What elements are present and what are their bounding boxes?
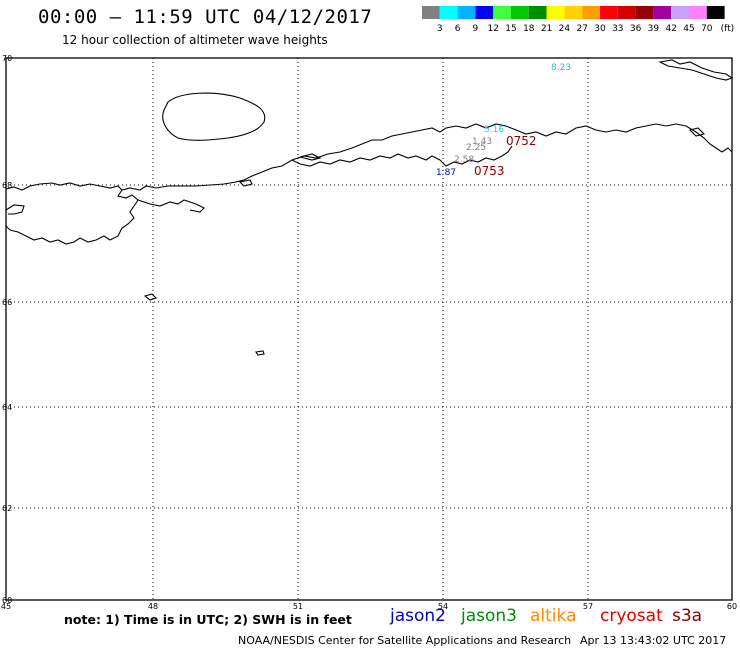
legend-tick-label: 42 — [665, 24, 676, 34]
observation-label: 1.43 — [472, 137, 492, 147]
observation-labels: 8.23 5.16 1.432.25 2.58 1.87 0752 0753 — [436, 63, 571, 178]
observation-label: 8.23 — [551, 63, 571, 73]
lat-tick-label: 66 — [2, 298, 12, 307]
legend-swatch — [493, 6, 511, 19]
lon-tick-label: 57 — [583, 602, 593, 611]
legend-tick-label: 12 — [487, 24, 498, 34]
satellite-label: cryosat — [600, 606, 663, 626]
island-small-4 — [299, 153, 322, 161]
legend-swatch — [475, 6, 494, 19]
coastline-east — [121, 123, 733, 213]
island-small-6 — [238, 179, 253, 187]
coastline-north — [5, 204, 25, 215]
lat-tick-label: 68 — [2, 181, 12, 190]
coastline-main — [5, 182, 139, 245]
footer-timestamp: Apr 13 13:43:02 UTC 2017 — [580, 634, 727, 647]
legend-tick-label: 6 — [455, 24, 461, 34]
legend-swatch — [689, 6, 707, 19]
legend-unit: (ft) — [721, 24, 735, 34]
color-legend: 3 6 9 12 15 18 21 24 27 30 33 36 39 42 45 70 (ft) — [422, 6, 735, 34]
island-kolguev — [162, 92, 266, 141]
legend-swatch — [706, 6, 725, 19]
legend-tick-label: 33 — [612, 24, 623, 34]
lon-tick-label: 60 — [727, 602, 737, 611]
legend-swatch — [635, 6, 654, 19]
legend-tick-label: 30 — [594, 24, 606, 34]
legend-tick-label: 9 — [473, 24, 479, 34]
legend-swatch — [422, 6, 440, 19]
observation-label: 0752 — [506, 134, 537, 148]
page-subtitle: 12 hour collection of altimeter wave hei… — [62, 33, 328, 47]
legend-tick-label: 45 — [683, 24, 694, 34]
satellite-label: s3a — [672, 606, 703, 626]
lon-tick-label: 48 — [148, 602, 158, 611]
legend-swatch — [511, 6, 529, 19]
legend-tick-label: 15 — [505, 24, 516, 34]
note-text: note: 1) Time is in UTC; 2) SWH is in fe… — [64, 612, 352, 627]
legend-swatch — [439, 6, 458, 19]
legend-swatch — [653, 6, 672, 19]
legend-swatch — [546, 6, 565, 19]
lat-tick-label: 60 — [2, 596, 12, 605]
island-small-2 — [143, 293, 158, 301]
lon-tick-label: 51 — [293, 602, 303, 611]
lat-tick-label: 70 — [2, 54, 12, 63]
satellite-label: jason2 — [390, 606, 446, 626]
satellite-label: altika — [530, 606, 577, 626]
legend-swatch — [617, 6, 636, 19]
island-small-1 — [658, 59, 734, 81]
island-small-3 — [255, 350, 265, 356]
observation-label: 2.25 — [466, 143, 486, 153]
lat-tick-label: 64 — [2, 403, 12, 412]
legend-tick-label: 27 — [576, 24, 587, 34]
legend-tick-label: 39 — [648, 24, 660, 34]
map-frame — [5, 57, 733, 601]
coastline — [5, 59, 734, 356]
legend-tick-label: 18 — [523, 24, 535, 34]
legend-tick-label: 3 — [437, 24, 443, 34]
legend-tick-label: 70 — [701, 24, 713, 34]
lon-tick-label: 54 — [438, 602, 448, 611]
legend-swatch — [528, 6, 547, 19]
legend-swatch — [582, 6, 600, 19]
legend-swatch — [457, 6, 476, 19]
lat-tick-label: 62 — [2, 504, 12, 513]
satellite-label: jason3 — [461, 606, 517, 626]
observation-label: 5.16 — [484, 125, 504, 135]
coastline-bay — [291, 145, 513, 167]
legend-tick-label: 36 — [630, 24, 642, 34]
legend-swatch — [600, 6, 618, 19]
legend-tick-label: 21 — [541, 24, 552, 34]
legend-swatch — [564, 6, 583, 19]
observation-label: 0753 — [474, 164, 505, 178]
lon-tick-label: 45 — [1, 602, 11, 611]
footer-credit: NOAA/NESDIS Center for Satellite Applica… — [238, 634, 572, 647]
legend-tick-label: 24 — [559, 24, 571, 34]
page-title: 00:00 – 11:59 UTC 04/12/2017 — [38, 6, 373, 28]
observation-label: 2.58 — [454, 155, 474, 165]
island-small-5 — [688, 127, 706, 137]
observation-label: 1.87 — [436, 168, 456, 178]
legend-swatch — [671, 6, 689, 19]
